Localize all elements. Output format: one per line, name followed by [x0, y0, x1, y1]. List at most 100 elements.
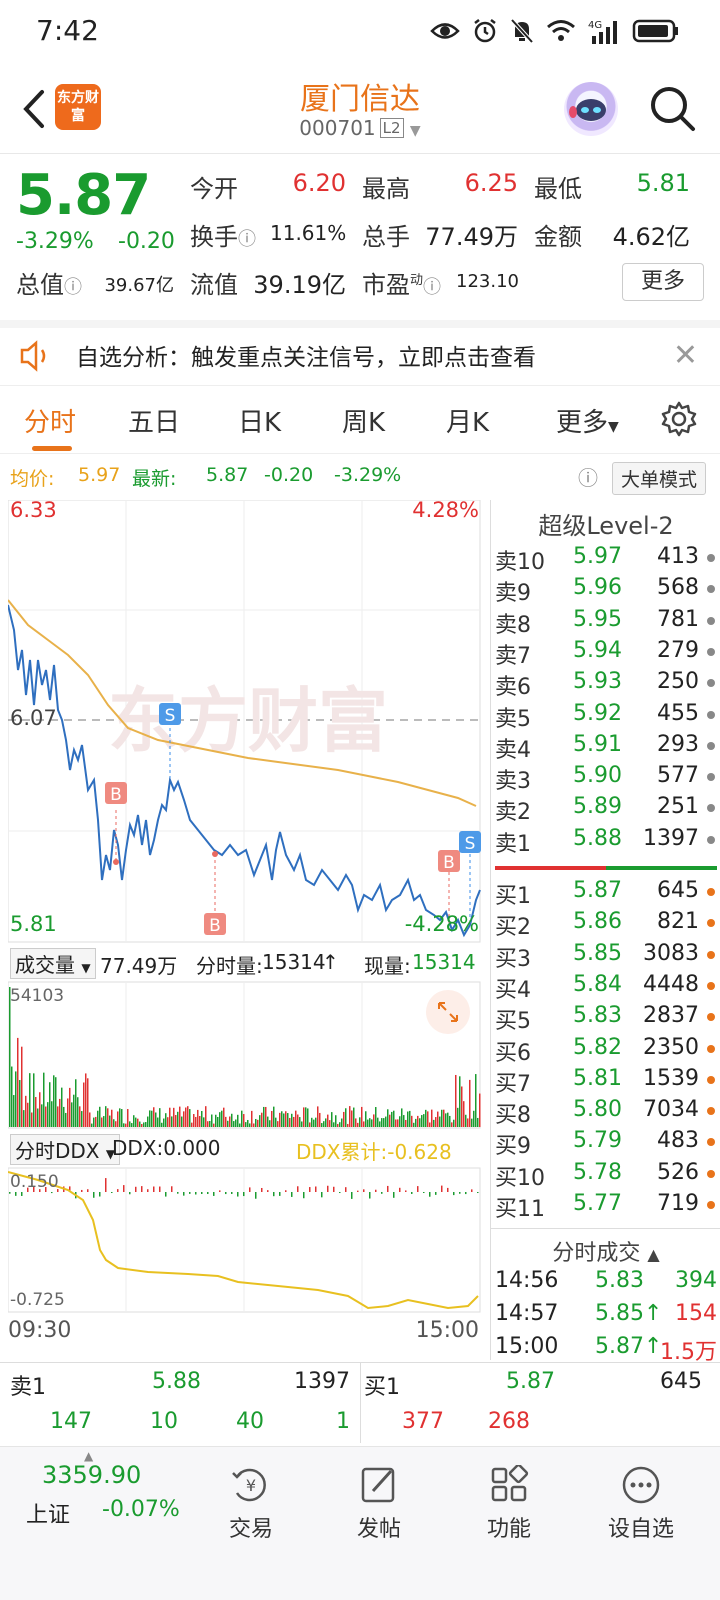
bid-row[interactable]: 买8 5.80 7034: [495, 1097, 717, 1128]
volume-bar: [59, 1098, 61, 1127]
network-type: 4G: [588, 20, 602, 31]
stock-code-row[interactable]: 000701 L2 ▼: [0, 116, 720, 140]
close-icon[interactable]: ✕: [672, 338, 698, 373]
big-order-mode-button[interactable]: 大单模式: [611, 462, 706, 495]
ask-row[interactable]: 卖6 5.93 250: [495, 669, 717, 700]
volume-bar: [39, 1092, 41, 1127]
volume-bar: [347, 1123, 349, 1127]
gear-icon[interactable]: [660, 400, 698, 438]
bid-row[interactable]: 买3 5.85 3083: [495, 941, 717, 972]
bid-row[interactable]: 买4 5.84 4448: [495, 972, 717, 1003]
bid-row[interactable]: 买1 5.87 645: [495, 878, 717, 909]
index-ticker[interactable]: ▲ 3359.90 上证 -0.07%: [0, 1449, 180, 1559]
volume-bar: [203, 1117, 205, 1127]
volume-bar: [81, 1111, 83, 1127]
tab-five-day[interactable]: 五日: [128, 408, 181, 438]
app-logo: 东方财富: [55, 84, 101, 130]
volume-bar: [195, 1116, 197, 1127]
ddx-bar: [477, 1192, 479, 1194]
volume-bar: [229, 1116, 231, 1127]
volume-bar: [295, 1110, 297, 1127]
ddx-cumulative-line: [8, 1171, 479, 1310]
bid-row[interactable]: 买10 5.78 526: [495, 1160, 717, 1191]
order-book[interactable]: 超级Level-2 卖10 5.97 413 卖9 5.96 568 卖8 5.95 781 卖7…: [490, 500, 720, 1365]
ask-row[interactable]: 卖10 5.97 413: [495, 544, 717, 575]
analysis-alert-banner[interactable]: 自选分析：触发重点关注信号，立即点击查看 ✕: [0, 320, 720, 386]
search-icon[interactable]: [648, 84, 698, 134]
info-icon[interactable]: ⓘ: [423, 277, 442, 298]
bid-row[interactable]: 买7 5.81 1539: [495, 1066, 717, 1097]
amount-value: 4.62亿: [612, 223, 690, 251]
ddx-bar: [153, 1186, 155, 1192]
back-icon[interactable]: [14, 84, 54, 134]
tab-weekly-k[interactable]: 周K: [342, 408, 386, 438]
volume-selector[interactable]: 成交量 ▼: [10, 948, 96, 979]
volume-bar: [383, 1118, 385, 1127]
app-header: 东方财富 厦门信达 000701 L2 ▼: [0, 70, 720, 154]
volume-bar: [233, 1121, 235, 1127]
info-icon[interactable]: ⓘ: [64, 277, 82, 298]
ask-row[interactable]: 卖2 5.89 251: [495, 794, 717, 825]
bid-volume: 4448: [643, 971, 699, 997]
nav-functions[interactable]: 功能: [454, 1465, 564, 1543]
volume-bar: [437, 1111, 439, 1127]
volume-bar: [165, 1113, 167, 1127]
sell-queue-item: 1: [336, 1409, 350, 1434]
ask-row[interactable]: 卖9 5.96 568: [495, 575, 717, 606]
volume-bar: [107, 1108, 109, 1127]
tab-daily-k[interactable]: 日K: [238, 408, 282, 438]
ask-row[interactable]: 卖3 5.90 577: [495, 763, 717, 794]
volume-bar: [49, 1082, 51, 1127]
bid-row[interactable]: 买5 5.83 2837: [495, 1003, 717, 1034]
bid-row[interactable]: 买2 5.86 821: [495, 909, 717, 940]
bid-price: 5.79: [573, 1128, 622, 1154]
volume-value: 77.49万: [425, 223, 518, 251]
expand-icon[interactable]: [426, 990, 470, 1034]
active-tab-underline: [32, 446, 72, 451]
ddx-bar: [405, 1190, 407, 1192]
help-icon[interactable]: ⓘ: [578, 466, 598, 490]
ask-dot-icon: [707, 616, 715, 625]
volume-bar: [143, 1122, 145, 1127]
ask-row[interactable]: 卖1 5.88 1397: [495, 826, 717, 857]
volume-bar: [397, 1119, 399, 1127]
volume-bar: [219, 1112, 221, 1127]
ask-volume: 250: [657, 669, 699, 695]
nav-trade[interactable]: ¥ 交易: [196, 1465, 306, 1543]
ask-row[interactable]: 卖4 5.91 293: [495, 732, 717, 763]
intraday-chart[interactable]: 东方财富 S B B B S: [8, 498, 489, 1360]
volume-bar: [159, 1108, 161, 1127]
ask-price: 5.96: [573, 575, 622, 601]
tab-monthly-k[interactable]: 月K: [446, 408, 490, 438]
ask-level-label: 卖8: [495, 612, 531, 638]
stock-name[interactable]: 厦门信达: [300, 82, 420, 117]
order-book-title: 超级Level-2: [538, 512, 674, 540]
tab-more[interactable]: 更多▼: [556, 408, 619, 438]
ddx-bar: [399, 1187, 401, 1192]
ddx-bar: [93, 1192, 95, 1198]
ask-dot-icon: [707, 710, 715, 719]
ask-row[interactable]: 卖7 5.94 279: [495, 638, 717, 669]
ticks-title[interactable]: 分时成交 ▲: [491, 1228, 720, 1267]
ddx-selector[interactable]: 分时DDX ▼: [10, 1134, 121, 1165]
ask-row[interactable]: 卖8 5.95 781: [495, 607, 717, 638]
bid-level-label: 买10: [495, 1165, 545, 1191]
tab-intraday[interactable]: 分时: [24, 408, 77, 438]
ask-row[interactable]: 卖5 5.92 455: [495, 701, 717, 732]
marker-s-2: S: [465, 834, 476, 854]
bid-row[interactable]: 买11 5.77 719: [495, 1191, 717, 1222]
assistant-robot-icon[interactable]: [564, 82, 618, 136]
volume-bar: [375, 1107, 377, 1127]
bid-row[interactable]: 买9 5.79 483: [495, 1128, 717, 1159]
info-icon[interactable]: ⓘ: [238, 229, 256, 250]
volume-bar: [103, 1116, 105, 1127]
sell-queue-item: 10: [150, 1409, 178, 1434]
volume-bar: [43, 1072, 45, 1127]
ddx-bar: [369, 1192, 371, 1199]
nav-post[interactable]: 发帖: [324, 1465, 434, 1543]
nav-add-watchlist[interactable]: 设自选: [586, 1465, 696, 1543]
ask-dot-icon: [707, 773, 715, 782]
more-button[interactable]: 更多: [622, 263, 704, 301]
bid-row[interactable]: 买6 5.82 2350: [495, 1035, 717, 1066]
volume-bar: [169, 1107, 171, 1127]
